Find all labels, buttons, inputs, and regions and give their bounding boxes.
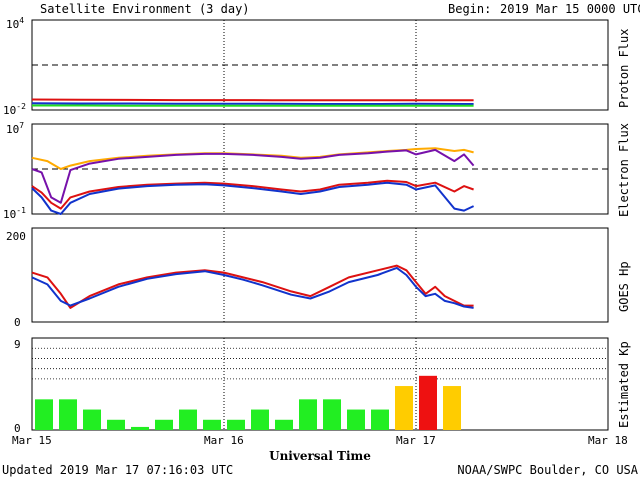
electron-flux-ylabel: Electron Flux <box>617 123 631 217</box>
x-axis-title: Universal Time <box>269 449 371 463</box>
goes-hp-ylabel: GOES Hp <box>617 261 631 312</box>
series-line-2 <box>31 179 474 210</box>
series-line-0 <box>31 147 474 170</box>
chart-title: Satellite Environment (3 day) <box>40 2 250 16</box>
kp-bar <box>107 419 125 430</box>
kp-bar <box>203 419 221 430</box>
electron-flux-panel <box>31 124 608 215</box>
kp-bar <box>131 426 149 430</box>
electron-ytick-top: 107 <box>6 121 24 136</box>
goes-ytick-bottom: 0 <box>14 316 21 329</box>
series-line-3 <box>31 181 475 215</box>
kp-bar <box>347 409 365 430</box>
proton-flux-ylabel: Proton Flux <box>617 29 631 108</box>
kp-bar <box>155 419 173 430</box>
updated-timestamp: Updated 2019 Mar 17 07:16:03 UTC <box>2 463 233 477</box>
begin-value: 2019 Mar 15 0000 UTC <box>500 2 640 16</box>
kp-bar <box>179 409 197 430</box>
series-line-1 <box>31 148 475 204</box>
noaa-credit: NOAA/SWPC Boulder, CO USA <box>457 463 638 477</box>
goes-hp-panel-frame <box>31 227 609 323</box>
series-line-0 <box>31 98 474 102</box>
kp-ytick-top: 9 <box>14 338 21 351</box>
series-line-1 <box>31 102 474 105</box>
xtick-mar17: Mar 17 <box>396 434 436 447</box>
xtick-mar15: Mar 15 <box>12 434 52 447</box>
series-line-1 <box>31 266 474 309</box>
estimated-kp-ylabel: Estimated Kp <box>617 341 631 428</box>
kp-bar <box>299 399 317 430</box>
kp-bar <box>251 409 269 430</box>
kp-bar <box>59 399 77 430</box>
kp-bar <box>35 399 53 430</box>
kp-bar <box>323 399 341 430</box>
xtick-mar18: Mar 18 <box>588 434 628 447</box>
kp-bar <box>371 409 389 430</box>
kp-bar <box>227 419 245 430</box>
kp-bar <box>395 386 413 430</box>
proton-ytick-bottom: 10-2 <box>3 102 26 117</box>
kp-panel-frame <box>31 337 609 431</box>
kp-bar <box>83 409 101 430</box>
kp-bar <box>419 375 437 430</box>
kp-bar <box>443 386 461 430</box>
proton-ytick-top: 104 <box>6 16 24 31</box>
goes-hp-panel <box>31 228 474 322</box>
xtick-mar16: Mar 16 <box>204 434 244 447</box>
electron-ytick-bottom: 10-1 <box>3 206 26 221</box>
proton-panel-frame <box>31 19 609 111</box>
goes-ytick-top: 200 <box>6 230 26 243</box>
proton-flux-panel <box>31 20 608 110</box>
begin-label: Begin: <box>448 2 491 16</box>
estimated-kp-panel <box>32 337 608 430</box>
series-line-0 <box>31 264 474 309</box>
kp-ytick-bottom: 0 <box>14 422 21 435</box>
electron-panel-frame <box>31 123 609 215</box>
kp-bar <box>275 419 293 430</box>
